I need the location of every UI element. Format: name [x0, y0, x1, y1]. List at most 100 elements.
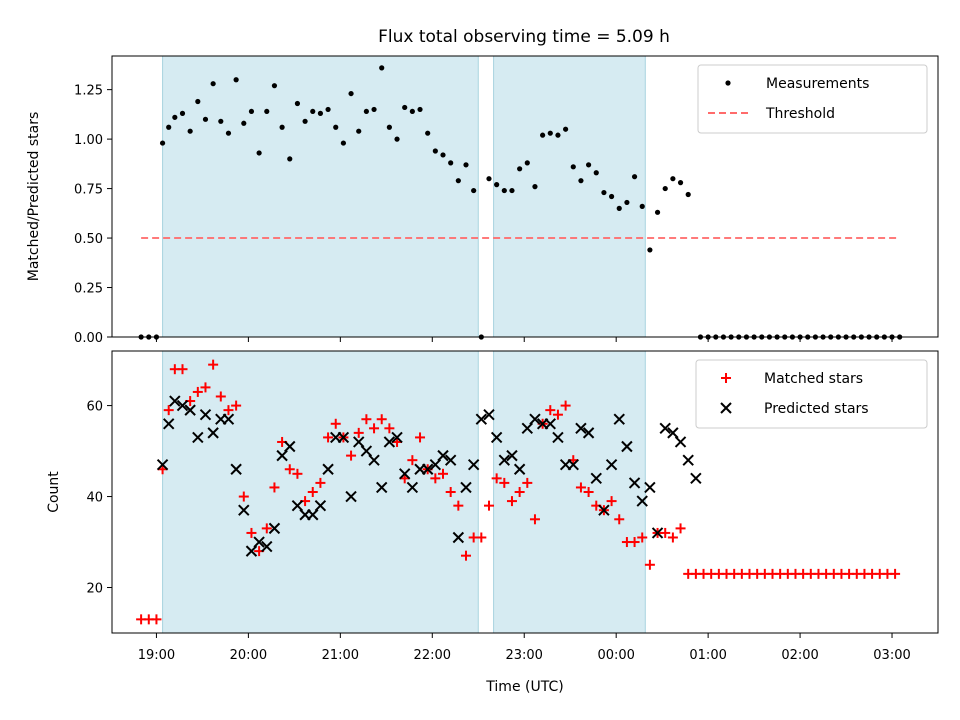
legend-label: Threshold: [765, 106, 835, 122]
shaded-interval-1: [493, 55, 646, 338]
matched-star-point: [506, 496, 517, 507]
predicted-star-point: [490, 431, 503, 444]
measurement-point: [363, 108, 369, 115]
predicted-star-point: [598, 504, 610, 516]
top-shaded-intervals: [162, 55, 646, 338]
matched-star-point: [583, 487, 594, 497]
measurement-point: [608, 193, 615, 200]
measurement-point: [202, 116, 209, 122]
predicted-star-point: [398, 468, 411, 480]
predicted-star-point: [506, 449, 518, 462]
matched-star-point: [323, 432, 334, 443]
predicted-star-point: [156, 459, 169, 471]
bottom-shaded-intervals: [162, 350, 646, 634]
y-tick-label: 1.00: [74, 133, 103, 148]
predicted-star-point: [268, 522, 281, 535]
predicted-star-point: [690, 472, 702, 485]
measurement-point: [432, 148, 438, 154]
matched-star-point: [514, 487, 525, 497]
predicted-star-point: [253, 536, 265, 548]
matched-star-point: [660, 527, 671, 538]
y-tick-label: 20: [86, 582, 103, 597]
x-tick-label: 22:00: [414, 648, 451, 663]
predicted-star-point: [467, 459, 480, 471]
measurement-point: [210, 81, 216, 87]
predicted-star-point: [475, 413, 488, 425]
x-tick-label: 20:00: [230, 648, 267, 663]
predicted-star-point: [582, 427, 595, 439]
measurement-point: [241, 120, 247, 126]
measurement-point: [685, 191, 691, 198]
matched-star-point: [315, 477, 326, 488]
measurement-point: [440, 152, 446, 158]
measurement-point: [417, 106, 423, 113]
y-tick-label: 0.75: [74, 183, 103, 198]
measurement-point: [294, 100, 301, 107]
matched-star-point: [177, 364, 188, 375]
top-x-ticks: [155, 337, 893, 342]
measurement-point: [662, 185, 668, 192]
measurement-point: [218, 118, 224, 124]
measurement-point: [233, 77, 239, 83]
chart-title: Flux total observing time = 5.09 h: [378, 27, 670, 47]
top-y-ticks: 0.00 0.25 0.50 0.75 1.00 1.25: [74, 84, 112, 346]
shaded-interval-0: [162, 55, 479, 338]
predicted-star-point: [245, 545, 258, 557]
matched-star-point: [223, 405, 234, 416]
measurement-point: [517, 166, 523, 172]
bottom-x-ticks: 19:00 20:00 21:00 22:00 23:00 00:00 01:00 02:00…: [138, 633, 911, 663]
matched-star-point: [614, 514, 625, 525]
measurement-point: [409, 108, 415, 115]
measurement-point: [379, 65, 385, 71]
x-tick-label: 01:00: [689, 648, 726, 663]
matched-star-point: [361, 414, 372, 425]
legend-dot-marker: [725, 80, 731, 86]
bottom-y-ticks: 20 40 60: [86, 400, 112, 597]
measurement-point: [340, 140, 347, 146]
measurement-point: [563, 126, 569, 132]
top-legend: Measurements Threshold: [697, 64, 928, 134]
predicted-star-point: [452, 531, 465, 544]
predicted-star-point: [162, 418, 175, 430]
measurement-point: [386, 124, 392, 130]
matched-star-point: [292, 468, 303, 479]
measurement-point: [166, 124, 172, 130]
measurement-point: [486, 176, 492, 182]
x-tick-label: 02:00: [781, 648, 818, 663]
matched-stars-points: [136, 359, 901, 625]
legend-label: Measurements: [766, 76, 869, 92]
predicted-star-point: [368, 454, 380, 466]
y-tick-label: 60: [86, 400, 103, 415]
predicted-star-point: [498, 454, 511, 466]
measurement-point: [670, 176, 676, 182]
legend-label: Predicted stars: [764, 401, 869, 417]
measurement-point: [593, 170, 599, 176]
matched-star-point: [552, 409, 563, 420]
predicted-star-point: [605, 459, 618, 471]
predicted-star-point: [613, 413, 625, 425]
measurement-point: [248, 108, 255, 115]
shaded-interval-0: [162, 350, 479, 634]
matched-star-point: [575, 482, 586, 493]
matched-star-point: [606, 496, 617, 507]
bottom-y-axis-label: Count: [46, 471, 62, 513]
matched-star-point: [461, 550, 471, 561]
legend-box: [695, 359, 928, 429]
matched-star-point: [231, 400, 242, 411]
measurement-point: [509, 187, 515, 194]
y-tick-label: 0.00: [74, 331, 103, 346]
matched-star-point: [246, 527, 257, 538]
predicted-star-point: [376, 481, 388, 494]
measurement-point: [310, 108, 316, 115]
measurement-point: [585, 162, 592, 168]
measurement-point: [471, 187, 477, 194]
predicted-star-point: [674, 436, 687, 448]
predicted-star-point: [529, 413, 541, 425]
predicted-star-point: [192, 431, 204, 444]
predicted-star-point: [567, 459, 579, 471]
matched-star-point: [269, 482, 280, 493]
predicted-star-point: [353, 436, 365, 448]
measurement-point: [677, 180, 684, 186]
predicted-star-point: [307, 509, 319, 521]
matched-star-point: [192, 386, 203, 397]
